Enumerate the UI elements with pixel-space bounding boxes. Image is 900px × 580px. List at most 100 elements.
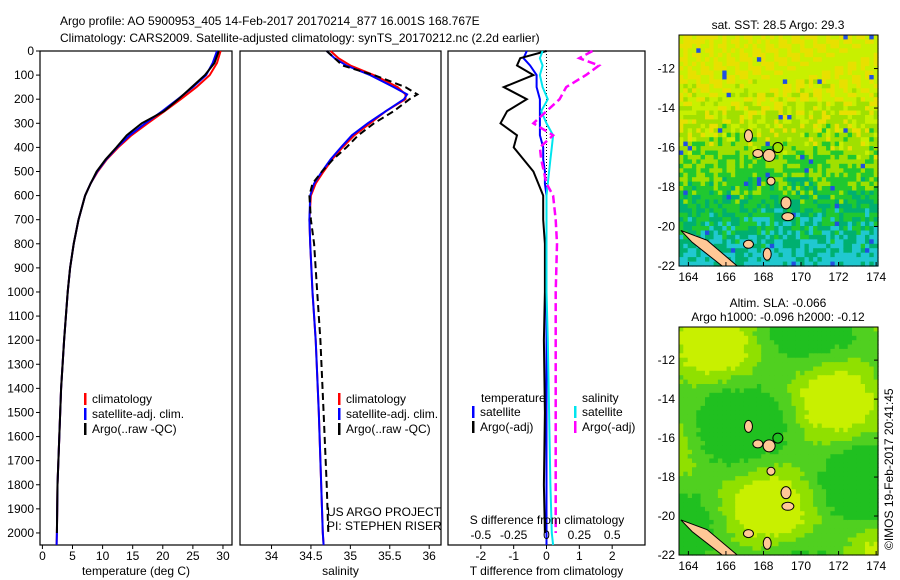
- map-cell: [787, 427, 793, 433]
- map-cell: [791, 177, 797, 183]
- map-cell: [722, 230, 728, 236]
- map-cell: [813, 370, 819, 376]
- map-cell: [730, 159, 736, 165]
- map-cell: [700, 449, 706, 455]
- map-cell: [795, 177, 801, 183]
- map-cell: [821, 476, 827, 482]
- map-cell: [748, 168, 754, 174]
- map-cell: [826, 252, 832, 258]
- map-cell: [726, 221, 732, 227]
- map-cell: [817, 168, 823, 174]
- map-cell: [852, 239, 857, 245]
- map-cell: [739, 123, 745, 129]
- map-cell: [774, 106, 780, 112]
- map-cell: [860, 436, 866, 442]
- map-cell: [761, 221, 767, 227]
- map-cell: [813, 436, 819, 442]
- map-cell: [852, 441, 857, 446]
- map-cell: [843, 88, 849, 94]
- map-cell: [722, 97, 728, 103]
- map-cell: [817, 537, 823, 543]
- y-tick-label: 500: [14, 164, 34, 178]
- map-cell: [852, 493, 857, 499]
- map-cell: [726, 92, 732, 98]
- map-cell: [795, 401, 801, 407]
- map-cell: [795, 132, 801, 138]
- map-cell: [743, 203, 749, 209]
- map-cell: [692, 458, 697, 464]
- map-cell: [705, 83, 710, 89]
- map-cell: [739, 476, 745, 482]
- map-cell: [778, 528, 784, 534]
- map-cell: [774, 353, 780, 359]
- map-cell: [839, 462, 845, 468]
- map-cell: [860, 441, 866, 446]
- map-cell: [856, 449, 862, 455]
- map-cell: [778, 366, 784, 372]
- map-cell: [847, 541, 853, 547]
- map-cell: [722, 432, 728, 438]
- map-cell: [856, 110, 862, 116]
- map-cell: [834, 370, 840, 376]
- map-cell: [817, 83, 823, 89]
- map-cell: [847, 150, 853, 156]
- map-cell: [722, 449, 728, 455]
- map-cell: [726, 154, 732, 160]
- map-cell: [873, 106, 879, 112]
- map-cell: [852, 454, 857, 460]
- map-cell: [726, 432, 732, 438]
- map-cell: [791, 43, 797, 49]
- map-cell: [735, 344, 741, 350]
- map-cell: [765, 66, 771, 72]
- map-cell: [852, 467, 857, 473]
- map-cell: [873, 159, 879, 165]
- map-cell: [826, 137, 832, 143]
- map-cell: [692, 194, 697, 200]
- map-cell: [756, 137, 762, 143]
- map-cell: [696, 186, 702, 192]
- map-cell: [752, 366, 758, 372]
- map-cell: [774, 61, 780, 67]
- map-cell: [869, 379, 875, 385]
- map-cell: [756, 515, 762, 521]
- map-cell: [765, 454, 771, 460]
- map-cell: [791, 397, 797, 403]
- map-cell: [756, 480, 762, 486]
- map-cell: [774, 70, 780, 76]
- map-cell: [743, 502, 749, 508]
- map-cell: [722, 203, 728, 209]
- map-cell: [782, 252, 788, 258]
- map-cell: [834, 357, 840, 363]
- map-cell: [800, 445, 806, 451]
- map-cell: [800, 110, 806, 116]
- map-cell: [774, 194, 780, 200]
- map-cell: [795, 550, 801, 556]
- map-cell: [813, 441, 819, 446]
- map-cell: [843, 106, 849, 112]
- map-cell: [800, 230, 806, 236]
- map-cell: [856, 43, 862, 49]
- map-cell: [839, 226, 845, 232]
- map-cell: [830, 261, 836, 267]
- map-cell: [700, 519, 706, 525]
- map-cell: [748, 61, 754, 67]
- map-cell: [717, 506, 723, 512]
- map-cell: [808, 194, 814, 200]
- map-cell: [869, 221, 875, 227]
- map-cell: [852, 344, 857, 350]
- map-cell: [856, 498, 862, 503]
- map-cell: [743, 177, 749, 183]
- map-cell: [873, 335, 879, 341]
- map-cell: [679, 462, 684, 468]
- map-cell: [800, 335, 806, 341]
- map-cell: [856, 194, 862, 200]
- map-cell: [800, 57, 806, 63]
- map-cell: [778, 243, 784, 249]
- map-cell: [808, 484, 814, 490]
- map-cell: [743, 340, 749, 346]
- map-cell: [692, 506, 697, 512]
- map-cell: [717, 97, 723, 103]
- map-cell: [817, 186, 823, 192]
- map-cell: [765, 405, 771, 411]
- map-cell: [817, 335, 823, 341]
